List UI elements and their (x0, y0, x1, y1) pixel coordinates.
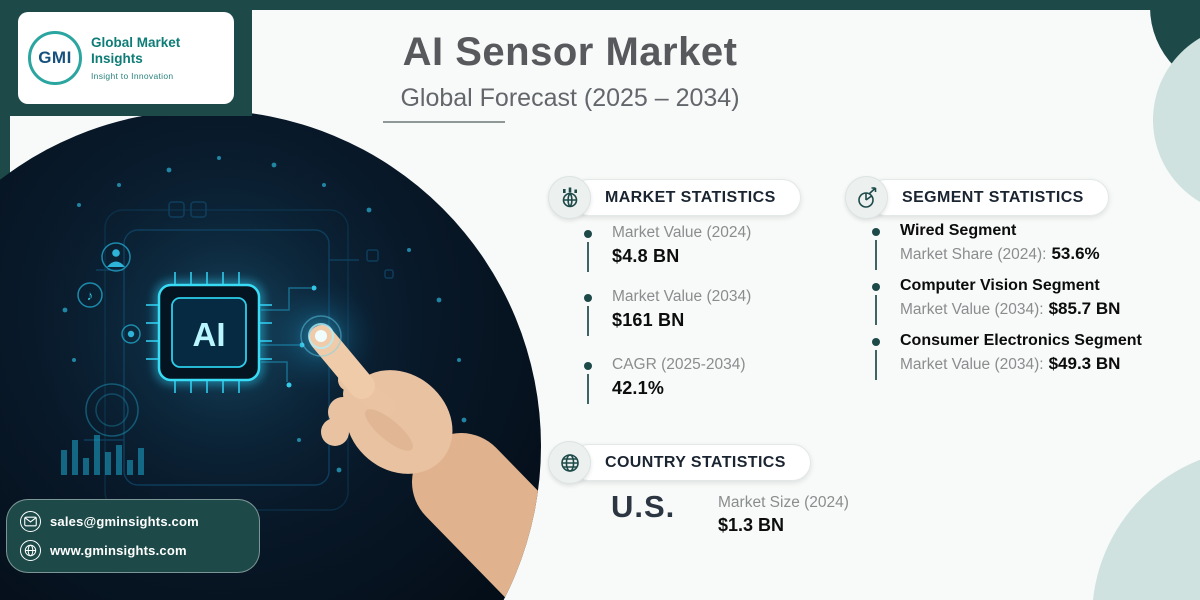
ai-chip: AI (146, 272, 272, 393)
market-stats-heading: MARKET STATISTICS (570, 179, 801, 216)
page-title: AI Sensor Market (402, 30, 738, 74)
brand-logo: GMI Global Market Insights Insight to In… (18, 12, 234, 104)
segment-stat-item: Wired Segment Market Share (2024): 53.6% (872, 222, 1100, 270)
chip-label: AI (193, 316, 226, 353)
bullet-line (587, 374, 589, 404)
segment-label: Market Share (2024): (900, 246, 1047, 263)
globe-icon (20, 540, 41, 561)
segment-value: $49.3 BN (1048, 354, 1121, 373)
segment-value: $85.7 BN (1048, 299, 1121, 318)
touch-sparkle (300, 315, 342, 357)
page-header: AI Sensor Market Global Forecast (2025 –… (320, 30, 820, 113)
bullet-dot (584, 230, 592, 238)
stat-label: Market Value (2024) (612, 224, 752, 241)
globe-chart-icon (562, 187, 577, 207)
country-stats-heading: COUNTRY STATISTICS (570, 444, 811, 481)
country-stat-label: Market Size (2024) (718, 494, 849, 511)
envelope-icon (20, 511, 41, 532)
top-border-bar (0, 0, 1200, 10)
market-statistics-header: MARKET STATISTICS (548, 176, 801, 219)
bullet-line (875, 240, 877, 270)
stat-value: $161 BN (612, 310, 685, 330)
stat-value: $4.8 BN (612, 246, 680, 266)
hero-illustration: ♪ (24, 130, 541, 600)
stat-label: Market Value (2034) (612, 288, 752, 305)
market-stat-item: CAGR (2025-2034) 42.1% (584, 356, 746, 404)
bullet-dot (872, 338, 880, 346)
segment-title: Computer Vision Segment (900, 277, 1100, 294)
email-text: sales@gminsights.com (50, 514, 199, 529)
country-statistics-header: COUNTRY STATISTICS (548, 441, 811, 484)
country-name: U.S. (611, 489, 676, 524)
stat-label: CAGR (2025-2034) (612, 356, 746, 373)
bullet-dot (872, 228, 880, 236)
market-stat-item: Market Value (2024) $4.8 BN (584, 224, 752, 272)
market-stats-icon (548, 176, 591, 219)
contact-card: sales@gminsights.com www.gminsights.com (6, 499, 260, 573)
bullet-line (875, 350, 877, 380)
particle-dots (62, 156, 467, 532)
country-stat-value: $1.3 BN (718, 515, 785, 535)
music-note-icon: ♪ (87, 288, 94, 303)
segment-stats-heading: SEGMENT STATISTICS (867, 179, 1109, 216)
gmi-logo-mark: GMI (28, 31, 82, 85)
segment-title: Wired Segment (900, 222, 1017, 239)
bullet-line (587, 306, 589, 336)
website-text: www.gminsights.com (50, 543, 187, 558)
logo-background: GMI Global Market Insights Insight to In… (0, 0, 252, 116)
country-stats-icon (548, 441, 591, 484)
equalizer-bars (61, 435, 144, 475)
pie-chart-arrow-icon (857, 186, 876, 208)
segment-title: Consumer Electronics Segment (900, 332, 1142, 349)
segment-label: Market Value (2034): (900, 301, 1044, 318)
globe-icon (560, 453, 579, 472)
market-stat-item: Market Value (2034) $161 BN (584, 288, 752, 336)
gmi-logo-text: GMI (38, 48, 72, 67)
segment-stat-item: Computer Vision Segment Market Value (20… (872, 277, 1121, 325)
subtitle-underline (383, 121, 505, 123)
page-subtitle: Global Forecast (2025 – 2034) (400, 84, 740, 112)
website-link[interactable]: www.gminsights.com (20, 540, 259, 561)
segment-stat-item: Consumer Electronics Segment Market Valu… (872, 332, 1142, 380)
hud-icons (77, 242, 141, 437)
segment-stats-icon (845, 176, 888, 219)
bullet-dot (584, 294, 592, 302)
segment-value: 53.6% (1051, 244, 1100, 263)
email-link[interactable]: sales@gminsights.com (20, 511, 259, 532)
bullet-dot (584, 362, 592, 370)
bullet-line (875, 295, 877, 325)
stat-value: 42.1% (612, 378, 665, 398)
bullet-dot (872, 283, 880, 291)
brand-text-block: Global Market Insights Insight to Innova… (91, 35, 224, 80)
segment-label: Market Value (2034): (900, 356, 1044, 373)
brand-name: Global Market Insights (91, 35, 181, 66)
bullet-line (587, 242, 589, 272)
pointing-hand (309, 325, 541, 600)
decor-circle-bottom-right (1092, 448, 1200, 600)
brand-tagline: Insight to Innovation (91, 70, 174, 81)
user-icon (107, 249, 135, 338)
segment-statistics-header: SEGMENT STATISTICS (845, 176, 1109, 219)
